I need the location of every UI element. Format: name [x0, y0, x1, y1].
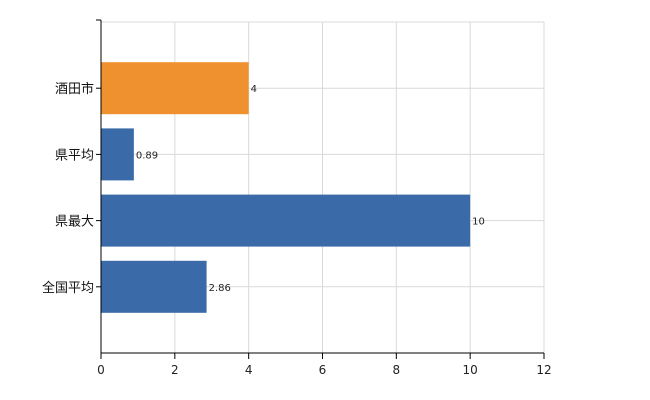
- x-tick-label-0: 0: [97, 363, 105, 377]
- category-label-0: 酒田市: [55, 81, 94, 97]
- category-label-2: 県最大: [55, 215, 94, 230]
- x-tick-label-2: 4: [245, 363, 253, 377]
- category-label-1: 県平均: [55, 148, 94, 163]
- x-tick-label-3: 6: [319, 363, 327, 377]
- value-labels: 4 0.89 10 2.86: [136, 84, 485, 294]
- x-tick-label-5: 10: [463, 363, 478, 377]
- value-label-2: 10: [472, 217, 485, 228]
- x-tick-label-4: 8: [393, 363, 401, 377]
- bar-2: [101, 194, 471, 247]
- x-tick-label-6: 12: [536, 363, 551, 377]
- bars: [101, 62, 471, 313]
- value-label-1: 0.89: [136, 150, 158, 161]
- x-tick-label-1: 2: [171, 363, 179, 377]
- x-axis-ticks: 0 2 4 6 8 10 12: [97, 353, 552, 377]
- value-label-0: 4: [251, 84, 257, 95]
- bar-1: [101, 128, 134, 181]
- bar-3: [101, 260, 207, 313]
- value-label-3: 2.86: [209, 283, 231, 294]
- category-label-3: 全国平均: [42, 280, 94, 296]
- bar-0: [101, 62, 249, 115]
